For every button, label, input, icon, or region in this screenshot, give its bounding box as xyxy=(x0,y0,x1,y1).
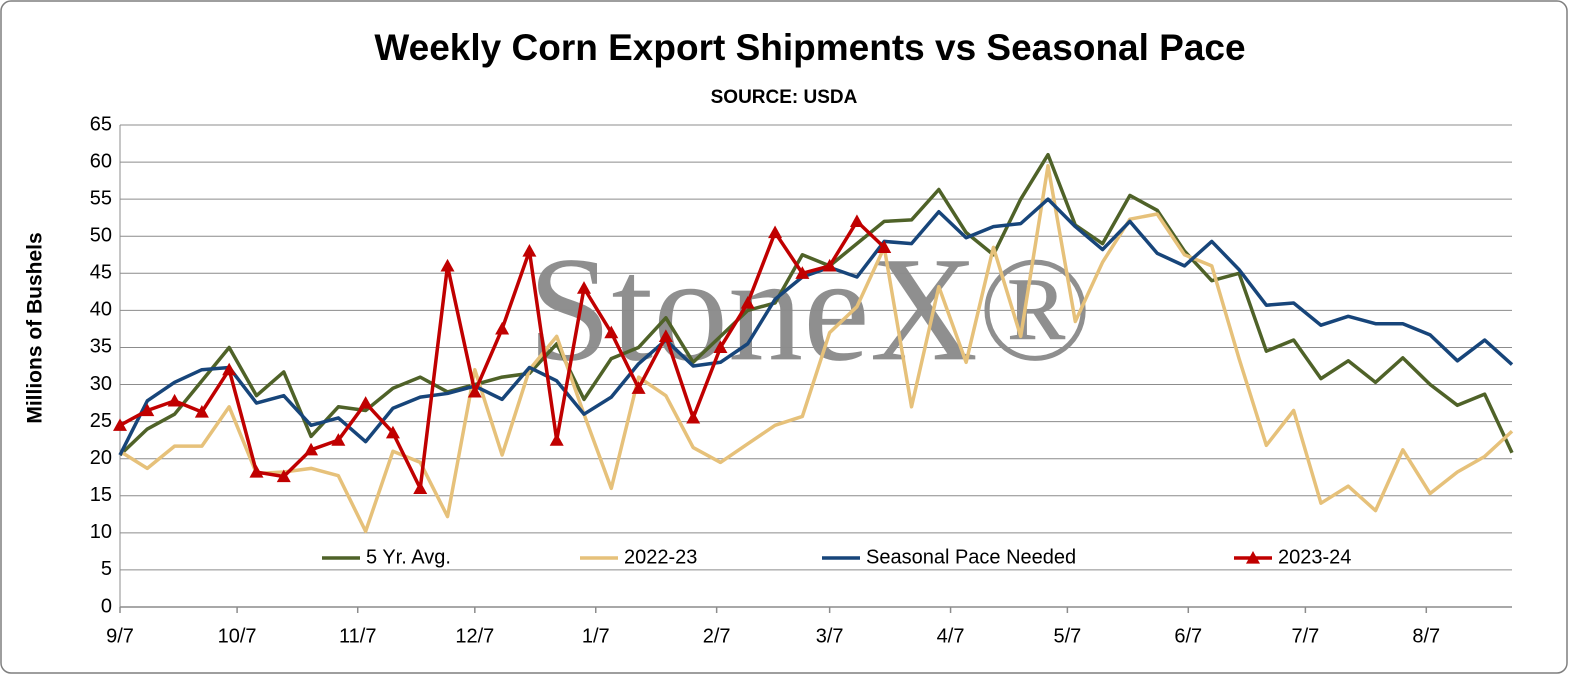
y-tick-label: 45 xyxy=(90,262,112,284)
y-tick-label: 65 xyxy=(90,113,112,135)
series-marker xyxy=(385,425,400,439)
x-tick-label: 1/7 xyxy=(582,625,610,647)
y-tick-label: 15 xyxy=(90,484,112,506)
series-marker xyxy=(140,403,155,417)
x-tick-label: 7/7 xyxy=(1291,625,1319,647)
x-tick-label: 4/7 xyxy=(937,625,965,647)
legend-label: 5 Yr. Avg. xyxy=(366,546,451,568)
series-line xyxy=(119,164,1514,534)
series-marker xyxy=(577,281,591,294)
series-marker xyxy=(522,244,537,257)
y-tick-label: 25 xyxy=(90,410,112,432)
x-tick-label: 8/7 xyxy=(1412,625,1440,647)
watermark: StoneX® xyxy=(528,226,1092,392)
x-tick-label: 9/7 xyxy=(106,625,134,647)
series-marker xyxy=(495,321,510,335)
series-marker xyxy=(658,329,673,342)
series-marker xyxy=(740,295,755,309)
y-tick-label: 55 xyxy=(90,187,112,209)
y-axis-label: Millions of Bushels xyxy=(24,232,47,423)
series-line xyxy=(118,152,1514,457)
y-tick-label: 35 xyxy=(90,336,112,358)
legend-label: 2022-23 xyxy=(624,546,697,568)
x-tick-label: 11/7 xyxy=(339,625,376,647)
series-marker xyxy=(849,214,864,227)
x-tick-label: 10/7 xyxy=(218,625,257,647)
series-marker xyxy=(304,442,319,456)
series-marker xyxy=(604,325,619,339)
series-marker xyxy=(467,384,482,398)
series-line xyxy=(118,197,1514,456)
y-tick-label: 5 xyxy=(101,558,112,580)
series-marker xyxy=(113,418,127,431)
y-tick-label: 10 xyxy=(90,521,112,543)
series-marker xyxy=(276,469,291,483)
series-marker xyxy=(549,433,564,446)
x-tick-label: 5/7 xyxy=(1053,625,1081,647)
series-marker xyxy=(877,240,892,253)
chart-subtitle: SOURCE: USDA xyxy=(711,87,858,108)
series-marker xyxy=(413,481,428,494)
series-marker xyxy=(768,225,783,239)
y-tick-label: 20 xyxy=(90,447,112,469)
x-tick-label: 12/7 xyxy=(455,625,494,647)
series-marker xyxy=(167,393,182,407)
series-marker xyxy=(795,266,810,279)
series-marker xyxy=(358,396,373,409)
series-marker xyxy=(686,410,701,424)
legend-label: Seasonal Pace Needed xyxy=(866,546,1076,568)
chart-title: Weekly Corn Export Shipments vs Seasonal… xyxy=(374,27,1245,68)
y-tick-label: 50 xyxy=(90,225,112,247)
x-tick-label: 2/7 xyxy=(703,625,731,647)
y-tick-label: 40 xyxy=(90,299,112,321)
series-marker xyxy=(631,381,646,394)
legend-marker xyxy=(1246,551,1260,564)
series-marker xyxy=(331,433,346,446)
x-tick-label: 6/7 xyxy=(1174,625,1202,647)
series-marker xyxy=(822,258,837,272)
y-tick-label: 30 xyxy=(90,373,112,395)
y-tick-label: 60 xyxy=(90,150,112,172)
x-tick-label: 3/7 xyxy=(816,625,844,647)
legend-label: 2023-24 xyxy=(1278,546,1351,568)
series-marker xyxy=(440,258,455,272)
series-marker xyxy=(222,362,237,376)
series-marker xyxy=(713,340,728,354)
y-tick-label: 0 xyxy=(101,595,112,617)
series-marker xyxy=(249,465,264,478)
series-marker xyxy=(194,404,209,418)
